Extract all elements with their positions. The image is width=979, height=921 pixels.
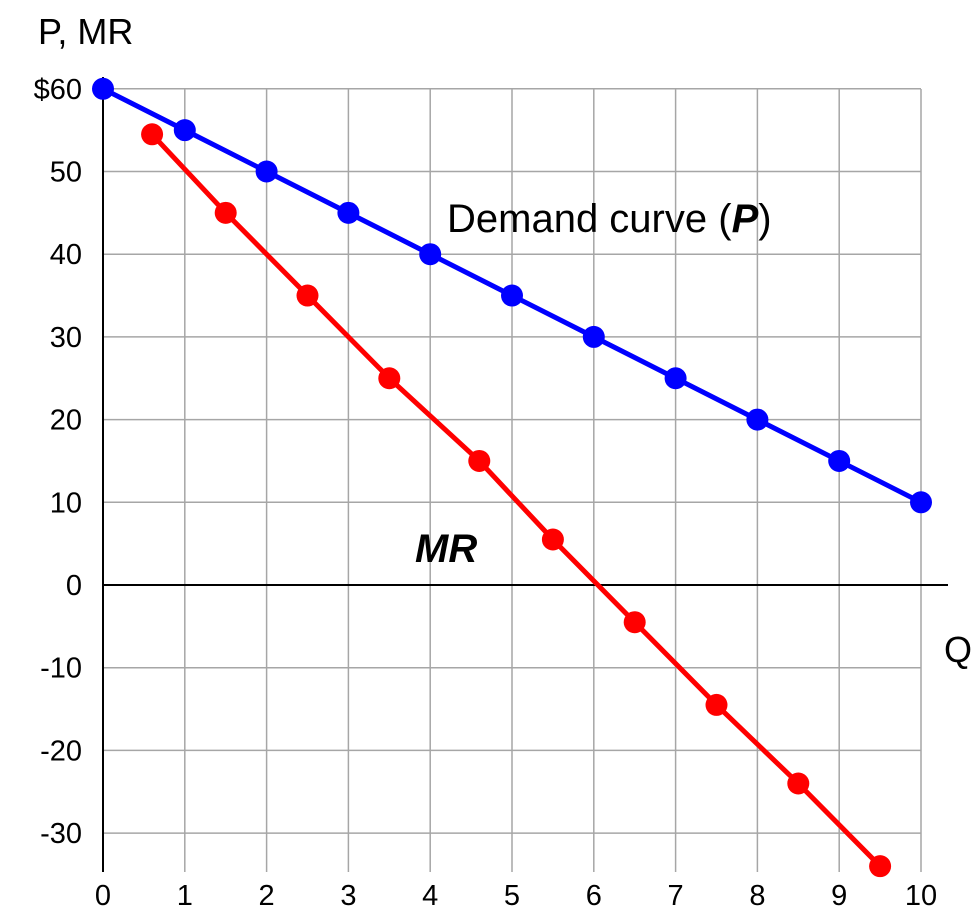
mr-label: MR [415, 527, 477, 571]
x-tick-label: 6 [586, 880, 602, 912]
x-tick-label: 5 [504, 880, 520, 912]
x-tick-label: 9 [831, 880, 847, 912]
demand-point [582, 325, 605, 348]
y-tick-label: 30 [50, 322, 82, 354]
tick-labels: 0 1 2 3 4 5 6 7 8 9 10 $60 50 40 30 20 10 0 -10 -20 -30 [34, 74, 938, 912]
mr-line [150, 132, 882, 868]
demand-point [664, 367, 687, 390]
demand-point [173, 119, 196, 142]
x-tick-label: 7 [668, 880, 684, 912]
mr-point [378, 367, 401, 390]
mr-point [869, 855, 892, 878]
demand-point [501, 284, 523, 307]
axes [102, 77, 948, 872]
demand-curve-label-suffix: ) [758, 197, 771, 241]
y-tick-label: 0 [66, 570, 82, 602]
demand-point [828, 449, 851, 472]
demand-curve-label-prefix: Demand curve ( [447, 197, 732, 241]
mr-point [787, 772, 810, 795]
y-tick-label: 40 [50, 239, 82, 271]
y-tick-label: 50 [50, 157, 82, 189]
demand-point [910, 491, 932, 514]
y-tick-label: $60 [34, 74, 82, 106]
y-axis-title: P, MR [38, 11, 133, 52]
x-tick-label: 8 [749, 880, 765, 912]
y-tick-label: 10 [50, 487, 82, 519]
mr-point [541, 528, 564, 551]
mr-point [141, 123, 164, 146]
demand-curve-label: Demand curve (P) [447, 197, 772, 241]
x-tick-label: 10 [905, 880, 937, 912]
mr-point [214, 201, 237, 224]
x-tick-label: 2 [259, 880, 275, 912]
demand-point [92, 77, 114, 100]
y-tick-label: -30 [40, 818, 82, 850]
x-tick-label: 0 [95, 880, 111, 912]
x-tick-label: 3 [340, 880, 356, 912]
y-tick-label: -10 [40, 653, 82, 685]
mr-point [296, 284, 319, 307]
mr-point [705, 693, 728, 716]
demand-point [255, 160, 278, 183]
x-tick-label: 4 [422, 880, 438, 912]
y-tick-label: -20 [40, 735, 82, 767]
y-tick-label: 20 [50, 405, 82, 437]
demand-point [746, 408, 769, 431]
demand-point [337, 201, 360, 224]
demand-point [419, 243, 442, 266]
x-axis-title: Q [944, 629, 972, 670]
mr-point [468, 449, 491, 472]
demand-curve-label-emph: P [732, 197, 759, 241]
x-tick-label: 1 [177, 880, 193, 912]
series [92, 77, 932, 878]
mr-point [623, 611, 646, 634]
